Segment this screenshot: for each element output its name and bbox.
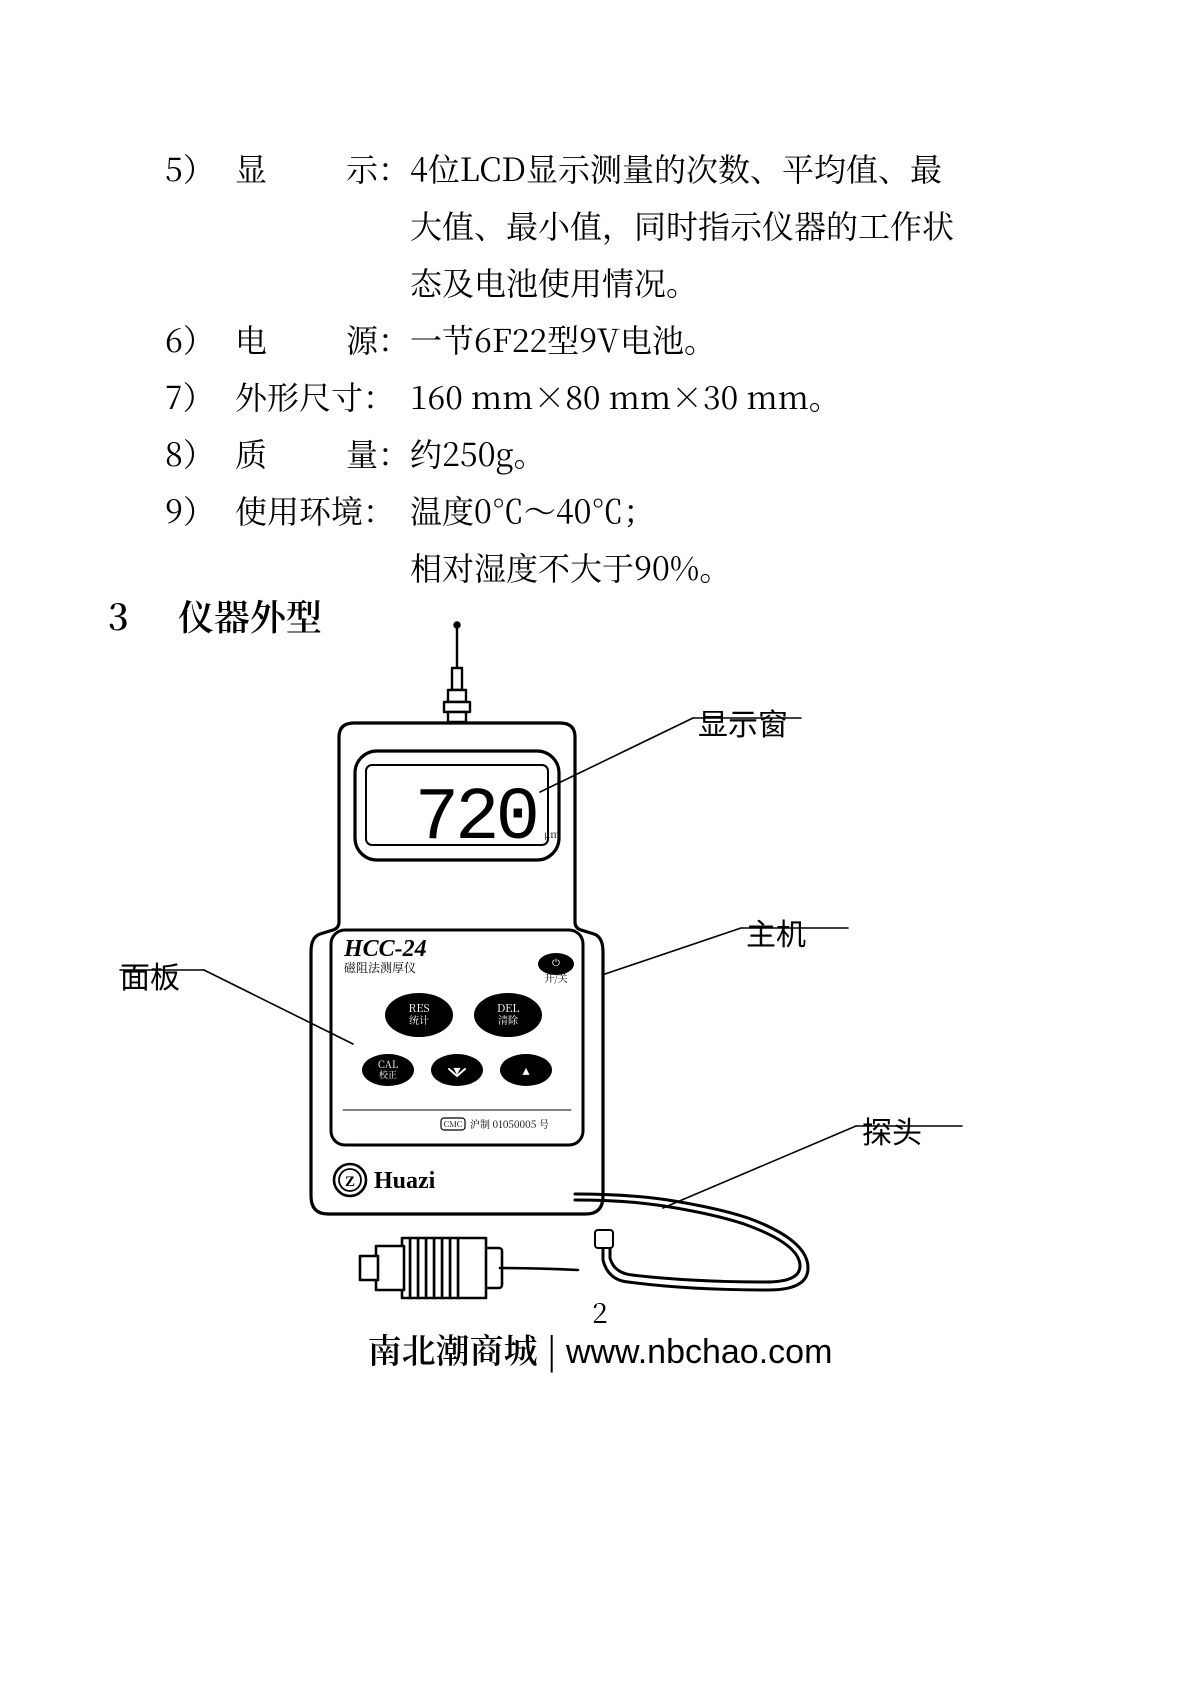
device-subtitle: 磁阻法测厚仪 xyxy=(344,959,416,976)
svg-text:CMC: CMC xyxy=(444,1119,463,1130)
device-cert: 沪制 01050005 号 xyxy=(470,1116,549,1131)
spec-row: 5） 显 示： 4位LCD显示测量的次数、平均值、最 xyxy=(165,140,1085,197)
device-brand: Huazi xyxy=(374,1168,436,1194)
spec-cont: 态及电池使用情况。 xyxy=(410,254,1085,311)
svg-text:▾: ▾ xyxy=(453,1060,460,1080)
spec-row: 9） 使用环境： 温度0℃～40℃； xyxy=(165,482,1085,539)
svg-text:Z: Z xyxy=(345,1174,355,1190)
svg-text:清除: 清除 xyxy=(498,1012,519,1027)
spec-num: 5） xyxy=(165,140,235,197)
svg-text:统计: 统计 xyxy=(409,1012,429,1027)
footer-brand: 南北潮商城 | www.nbchao.com xyxy=(0,1324,1200,1373)
spec-cont: 相对湿度不大于90%。 xyxy=(410,539,1085,596)
device-diagram: 720 μm HCC-24 磁阻法测厚仪 ⏻ 开/关 RES 统计 DEL 清除… xyxy=(108,620,1108,1310)
spec-row: 6） 电 源： 一节6F22型9V电池。 xyxy=(165,311,1085,368)
lcd-unit: μm xyxy=(544,826,560,841)
spec-list: 5） 显 示： 4位LCD显示测量的次数、平均值、最 大值、最小值，同时指示仪器… xyxy=(165,140,1085,596)
lcd-value: 720 xyxy=(415,777,536,861)
svg-text:⏻: ⏻ xyxy=(552,954,560,969)
spec-row: 7） 外形尺寸： 160 mm×80 mm×30 mm。 xyxy=(165,368,1085,425)
svg-text:开/关: 开/关 xyxy=(544,970,568,985)
spec-row: 8） 质 量： 约250g。 xyxy=(165,425,1085,482)
svg-text:校正: 校正 xyxy=(379,1068,397,1081)
document-page: 5） 显 示： 4位LCD显示测量的次数、平均值、最 大值、最小值，同时指示仪器… xyxy=(0,0,1200,1705)
spec-value: 4位LCD显示测量的次数、平均值、最 xyxy=(410,140,1085,197)
spec-cont: 大值、最小值，同时指示仪器的工作状 xyxy=(410,197,1085,254)
svg-text:▴: ▴ xyxy=(522,1060,529,1080)
spec-label: 显 示： xyxy=(235,140,410,197)
